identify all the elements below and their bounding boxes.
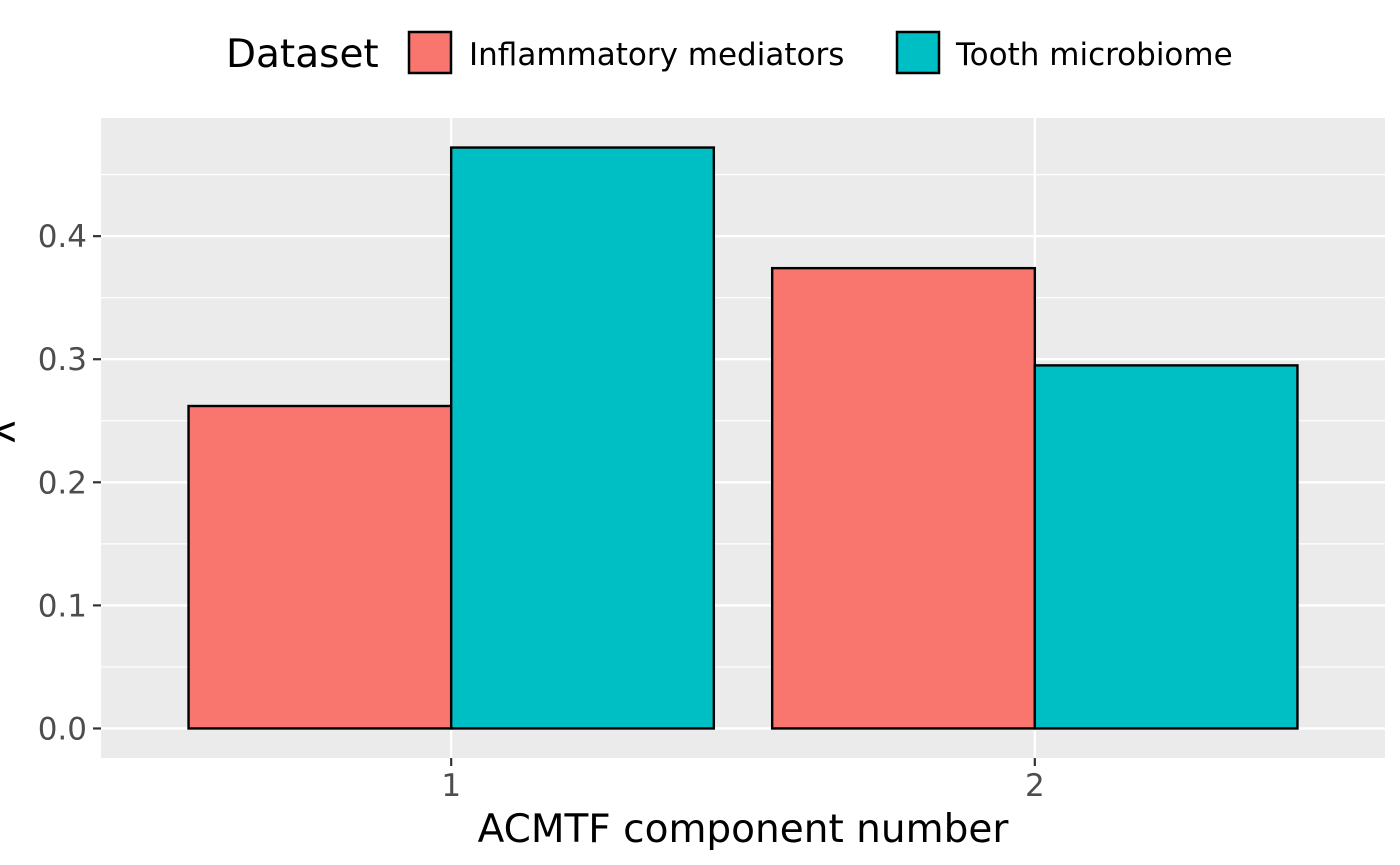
y-axis-title: λ [0,420,25,443]
legend-label-tooth-microbiome: Tooth microbiome [955,37,1233,73]
x-tick-label: 1 [441,768,461,804]
bar-tooth-microbiome-1 [449,146,716,730]
legend-label-inflammatory-mediators: Inflammatory mediators [469,37,844,73]
y-tick-label: 0.0 [38,711,87,747]
y-tick-label: 0.4 [38,219,87,255]
bars [187,146,1299,730]
legend: Dataset Inflammatory mediators Tooth mic… [226,30,1233,77]
legend-key-inflammatory-mediators [407,30,453,75]
bar-inflammatory-mediators-1 [187,404,453,730]
bar-tooth-microbiome-2 [1033,364,1299,730]
x-axis-title: ACMTF component number [478,807,1010,852]
y-tick-label: 0.1 [38,588,87,624]
x-tick-label: 2 [1025,768,1045,804]
y-tick-label: 0.3 [38,342,87,378]
legend-key-tooth-microbiome [895,30,941,75]
y-axis-ticks: 0.0 0.1 0.2 0.3 0.4 [38,219,101,747]
y-tick-label: 0.2 [38,465,87,501]
legend-title: Dataset [226,32,379,77]
bar-inflammatory-mediators-2 [770,266,1037,730]
